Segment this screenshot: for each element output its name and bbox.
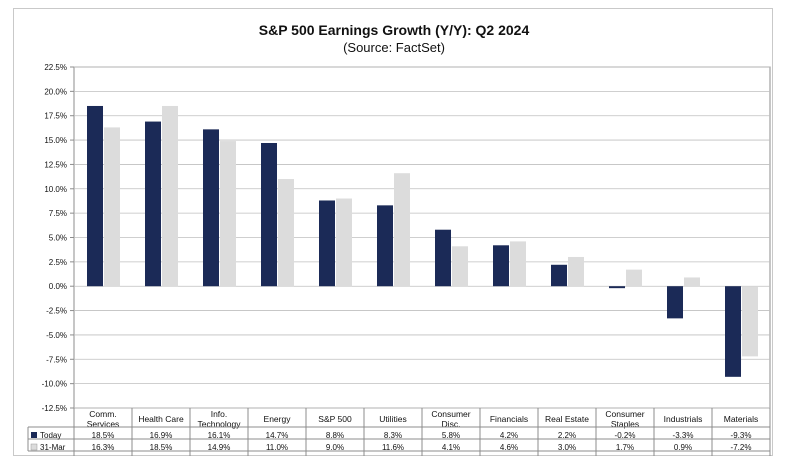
data-table-value: 8.3% (384, 431, 402, 440)
bar-mar31 (220, 141, 236, 287)
bar-today (203, 129, 219, 287)
y-tick-label: 2.5% (49, 258, 67, 267)
y-tick-label: 20.0% (44, 87, 67, 96)
data-table-value: 16.1% (208, 431, 231, 440)
category-label: Comm. (89, 409, 116, 419)
bar-mar31 (684, 277, 700, 287)
category-label: Services (87, 419, 120, 429)
y-tick-label: -5.0% (46, 331, 67, 340)
y-tick-label: 10.0% (44, 185, 67, 194)
data-table-value: 16.3% (92, 443, 115, 452)
bar-today (319, 200, 335, 287)
legend-label: 31-Mar (40, 443, 66, 452)
data-table-value: 4.1% (442, 443, 460, 452)
y-tick-label: 5.0% (49, 234, 67, 243)
data-table-value: -0.2% (615, 431, 636, 440)
y-tick-label: -2.5% (46, 307, 67, 316)
category-label: Materials (724, 414, 758, 424)
y-tick-label: 12.5% (44, 160, 67, 169)
data-table-value: -9.3% (731, 431, 752, 440)
data-table-value: 4.6% (500, 443, 518, 452)
bar-mar31 (394, 173, 410, 287)
data-table-value: 1.7% (616, 443, 634, 452)
data-table-value: 16.9% (150, 431, 173, 440)
bar-mar31 (104, 127, 120, 287)
bar-mar31 (568, 256, 584, 287)
bar-mar31 (510, 241, 526, 287)
category-label: Health Care (138, 414, 184, 424)
data-table-value: 14.7% (266, 431, 289, 440)
bar-mar31 (742, 286, 758, 357)
category-label: Consumer (605, 409, 644, 419)
chart-title: S&P 500 Earnings Growth (Y/Y): Q2 2024 (258, 22, 530, 38)
category-label: Disc. (442, 419, 461, 429)
category-label: Consumer (431, 409, 470, 419)
category-label: Technology (197, 419, 241, 429)
bar-today (435, 229, 451, 287)
bar-mar31 (626, 269, 642, 287)
bar-today (493, 245, 509, 287)
data-table-value: 18.5% (92, 431, 115, 440)
data-table-value: 14.9% (208, 443, 231, 452)
bar-today (377, 205, 393, 287)
legend-swatch-mar31 (30, 443, 38, 451)
legend-swatch-today (31, 432, 37, 438)
category-label: Utilities (379, 414, 406, 424)
bar-today (551, 264, 567, 287)
category-label: Energy (264, 414, 292, 424)
bar-mar31 (162, 105, 178, 287)
bar-today (261, 142, 277, 287)
bar-today (667, 286, 683, 319)
category-label: S&P 500 (318, 414, 352, 424)
category-label: Financials (490, 414, 528, 424)
bar-mar31 (278, 179, 294, 287)
data-table-value: 9.0% (326, 443, 344, 452)
data-table-value: 2.2% (558, 431, 576, 440)
data-table-value: 18.5% (150, 443, 173, 452)
bar-mar31 (452, 246, 468, 287)
y-tick-label: 0.0% (49, 282, 67, 291)
category-label: Info. (211, 409, 228, 419)
data-table-value: 11.6% (382, 443, 404, 452)
y-tick-label: 17.5% (44, 112, 67, 121)
y-tick-label: 22.5% (44, 63, 67, 72)
bar-today (609, 286, 625, 289)
data-table-value: 5.8% (442, 431, 460, 440)
bar-today (145, 121, 161, 287)
y-tick-label: 7.5% (49, 209, 67, 218)
bar-today (87, 105, 103, 287)
data-table-value: 3.0% (558, 443, 576, 452)
data-table-value: 0.9% (674, 443, 692, 452)
data-table-value: 8.8% (326, 431, 344, 440)
data-table-value: -7.2% (731, 443, 752, 452)
y-tick-label: -12.5% (42, 404, 67, 413)
category-label: Real Estate (545, 414, 589, 424)
chart-frame (13, 8, 773, 456)
data-table-value: -3.3% (673, 431, 694, 440)
legend-label: Today (40, 431, 61, 440)
data-table-value: 11.0% (266, 443, 288, 452)
bar-mar31 (336, 198, 352, 287)
y-tick-label: 15.0% (44, 136, 67, 145)
y-tick-label: -10.0% (42, 380, 67, 389)
category-label: Industrials (664, 414, 703, 424)
y-tick-label: -7.5% (46, 355, 67, 364)
category-label: Staples (611, 419, 639, 429)
chart-subtitle: (Source: FactSet) (343, 40, 445, 55)
bar-today (725, 286, 741, 377)
data-table-value: 4.2% (500, 431, 518, 440)
